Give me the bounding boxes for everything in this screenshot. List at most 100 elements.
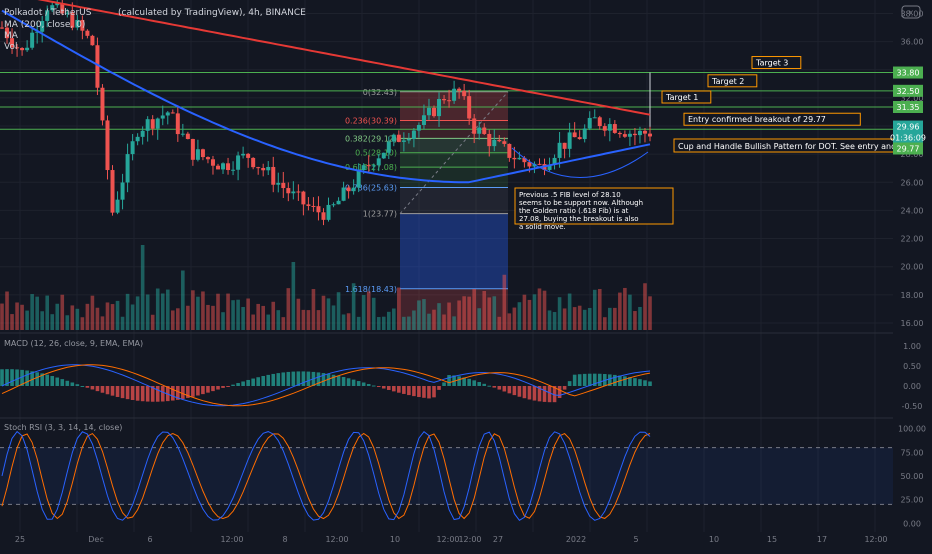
- fib-level-label: 0.618(27.08): [345, 163, 397, 172]
- fib-level-label: 0.236(30.39): [345, 117, 397, 126]
- volume-bar: [100, 316, 105, 330]
- volume-bar: [55, 303, 60, 330]
- macd-histogram-bar: [608, 374, 612, 386]
- macd-histogram-bar: [251, 378, 255, 386]
- macd-histogram-bar: [572, 374, 577, 386]
- candle-body: [577, 137, 582, 140]
- macd-pane[interactable]: MACD (12, 26, close, 9, EMA, EMA): [0, 339, 652, 407]
- candle-body: [130, 141, 135, 155]
- candle-body: [497, 139, 502, 142]
- volume-bar: [527, 299, 532, 330]
- cup-arc[interactable]: [511, 147, 649, 178]
- candle-body: [316, 206, 321, 213]
- volume-bar: [241, 306, 245, 330]
- macd-histogram-bar: [381, 386, 386, 389]
- candle-body: [50, 5, 55, 11]
- volume-bar: [437, 303, 441, 330]
- price-tag-label: 32.50: [897, 87, 920, 96]
- annotations[interactable]: Cup and Handle Bullish Pattern for DOT. …: [514, 138, 932, 231]
- pattern-note: Cup and Handle Bullish Pattern for DOT. …: [678, 142, 930, 151]
- volume-bar: [135, 296, 140, 330]
- volume-bar: [20, 304, 24, 330]
- candle-body: [421, 115, 426, 126]
- fib-note-box: [514, 187, 674, 225]
- macd-histogram-bar: [160, 386, 165, 402]
- stoch-tick: 0.00: [903, 519, 921, 528]
- candle-body: [180, 133, 185, 135]
- volume-bar: [592, 289, 597, 330]
- macd-histogram-bar: [356, 381, 361, 386]
- volume-bar: [618, 292, 622, 330]
- macd-histogram-bar: [181, 386, 185, 399]
- candle-body: [256, 167, 261, 169]
- macd-histogram-bar: [301, 371, 306, 386]
- price-axis[interactable]: 38.0036.0034.0032.0030.0028.0026.0024.00…: [890, 0, 932, 550]
- candle-body: [85, 30, 90, 36]
- candle-body: [195, 149, 200, 160]
- macd-histogram-bar: [135, 386, 140, 401]
- stoch-tick: 75.00: [901, 448, 924, 457]
- macd-histogram-bar: [376, 386, 381, 388]
- volume-bar: [15, 302, 19, 330]
- macd-line: [1, 364, 651, 407]
- stoch-tick: 25.00: [901, 496, 924, 505]
- candle-body: [301, 191, 306, 205]
- target-label: Entry confirmed breakout of 29.77: [688, 115, 826, 124]
- candle-body: [95, 45, 100, 88]
- macd-histogram-bar: [537, 386, 542, 402]
- candle-body: [416, 125, 421, 131]
- candle-body: [65, 12, 70, 14]
- candle-body: [432, 107, 436, 117]
- volume-bar: [381, 316, 386, 330]
- volume-bar: [140, 245, 145, 330]
- time-tick: 10: [709, 535, 719, 544]
- macd-histogram-bar: [492, 386, 497, 388]
- time-tick: 17: [817, 535, 827, 544]
- time-tick: 2022: [566, 535, 586, 544]
- candle-body: [115, 199, 120, 213]
- price-tag: [893, 66, 923, 79]
- price-tag: [893, 120, 923, 133]
- candle-body: [145, 119, 150, 131]
- macd-histogram-bar: [552, 386, 557, 403]
- fib-zone: [400, 138, 508, 153]
- candle-body: [120, 182, 125, 200]
- volume-bar: [256, 303, 260, 330]
- volume-bar: [286, 288, 291, 330]
- volume-bar: [587, 307, 592, 330]
- price-tick: 18.00: [901, 291, 924, 300]
- macd-histogram-bar: [361, 382, 366, 386]
- volume-bar: [50, 314, 55, 330]
- macd-histogram-bar: [331, 374, 336, 386]
- candle-body: [467, 96, 472, 119]
- time-axis-bg: [0, 532, 932, 550]
- candle-body: [462, 90, 467, 97]
- price-tag-label: 29.77: [897, 145, 920, 154]
- time-tick: 6: [147, 535, 152, 544]
- macd-histogram-bar: [386, 386, 391, 390]
- legend: Polkadot / TetherUS (calculated by Tradi…: [4, 8, 306, 52]
- pattern-note-box: [673, 138, 932, 153]
- price-tag-label: 01:36:09: [890, 133, 926, 142]
- candle-body: [45, 10, 50, 21]
- time-tick: 12:00: [325, 535, 348, 544]
- close-chip[interactable]: x: [901, 5, 921, 19]
- candle-body: [371, 165, 376, 167]
- volume-bar: [397, 287, 401, 330]
- candles[interactable]: [0, 0, 652, 226]
- candle-body: [30, 32, 35, 48]
- stoch-rsi-pane[interactable]: Stoch RSI (3, 3, 14, 14, close): [0, 423, 893, 521]
- candle-body: [165, 112, 170, 116]
- target-lines[interactable]: Target 3 Target 2 Target 1 Entry confirmed …: [0, 56, 893, 130]
- close-icon[interactable]: x: [909, 8, 914, 17]
- cup-curve: [511, 147, 649, 178]
- macd-histogram-bar: [402, 386, 406, 394]
- fib-zone: [400, 187, 508, 214]
- volume-bar: [70, 305, 75, 330]
- macd-histogram-bar: [241, 381, 245, 386]
- fib-note-line: seems to be support now. Although: [519, 199, 643, 207]
- candle-body: [281, 182, 286, 189]
